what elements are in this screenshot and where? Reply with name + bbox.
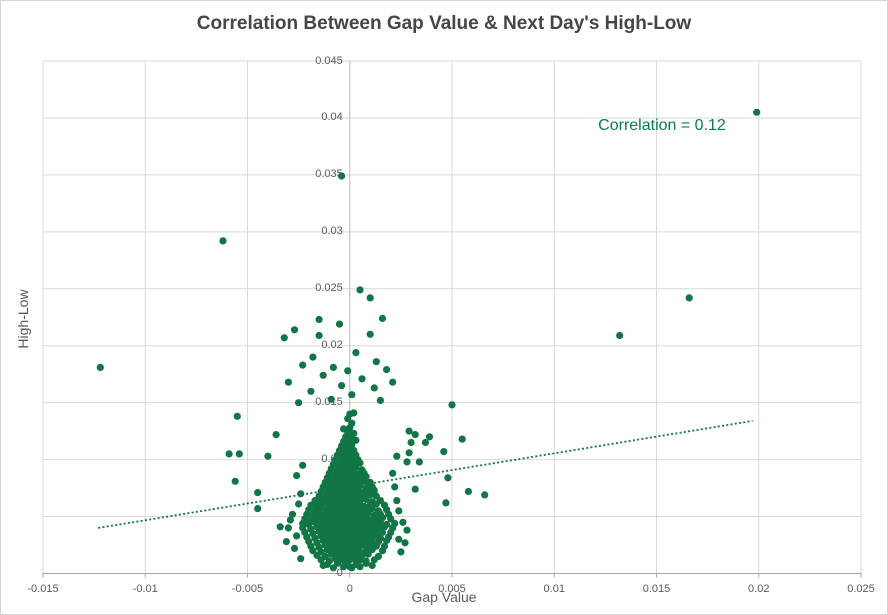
y-tick-label: 0.025 [315, 282, 343, 295]
y-axis-title: High-Low [15, 289, 31, 349]
x-tick-label: 0.02 [748, 583, 770, 595]
y-tick-label: 0 [336, 567, 343, 579]
x-axis-title: Gap Value [411, 589, 477, 605]
x-tick-label: 0.025 [847, 583, 875, 595]
x-tick-label: 0.005 [438, 583, 466, 595]
x-tick-label: 0 [346, 583, 353, 595]
y-tick-label: 0.045 [315, 54, 343, 67]
x-tick-label: 0.015 [642, 583, 671, 595]
y-tick-label: 0.04 [321, 111, 343, 124]
chart-title: Correlation Between Gap Value & Next Day… [196, 13, 692, 34]
y-tick-label: 0.005 [315, 510, 343, 523]
x-tick-label: 0.01 [543, 583, 565, 595]
y-tick-label: 0.035 [315, 168, 343, 181]
correlation-annotation: Correlation = 0.12 [598, 117, 726, 134]
y-tick-label: 0.015 [315, 396, 343, 409]
x-tick-label: -0.01 [132, 583, 158, 595]
y-tick-label: 0.01 [321, 453, 343, 466]
y-tick-label: 0.03 [321, 225, 343, 238]
y-tick-label: 0.02 [321, 339, 343, 352]
x-tick-label: -0.015 [27, 583, 59, 595]
x-tick-label: -0.005 [231, 583, 264, 595]
